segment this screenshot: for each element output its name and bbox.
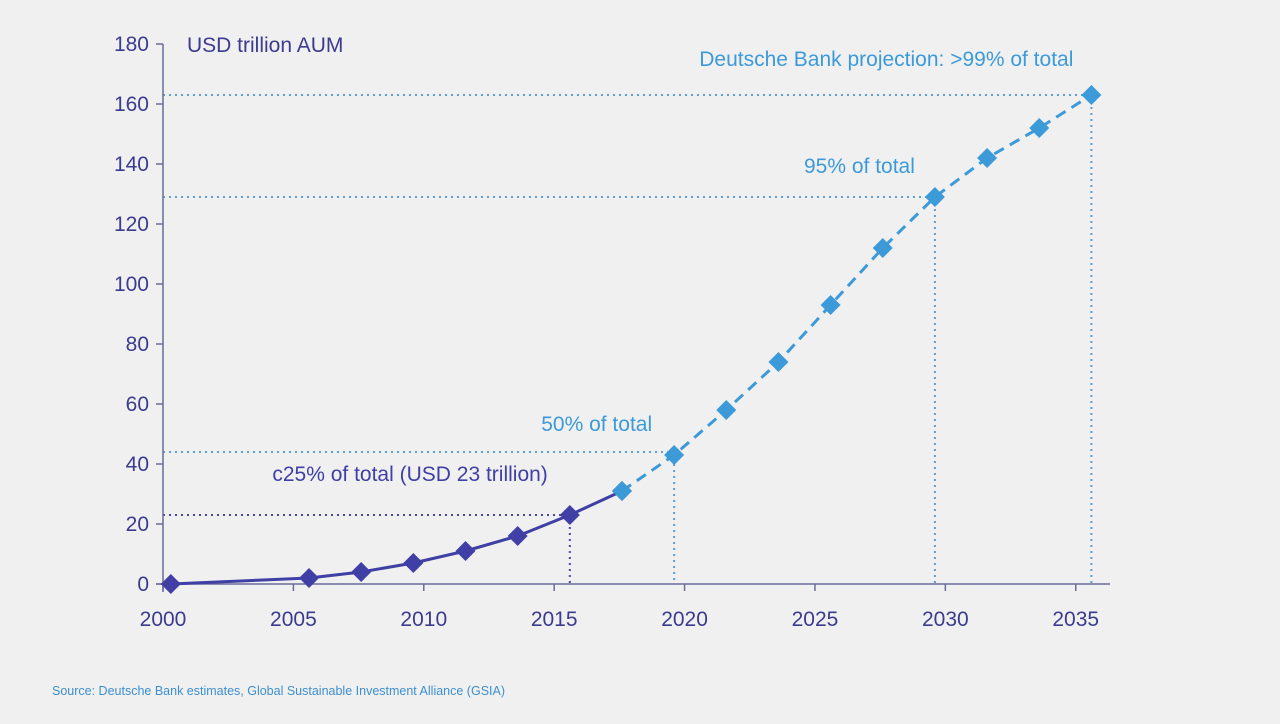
- data-point-marker: [559, 505, 580, 525]
- data-point-marker: [1029, 118, 1050, 138]
- data-point-marker: [351, 562, 372, 582]
- x-tick-label: 2025: [792, 608, 839, 631]
- data-point-marker: [160, 574, 181, 594]
- x-tick-label: 2005: [270, 608, 317, 631]
- x-tick-label: 2015: [531, 608, 578, 631]
- x-tick-label: 2010: [400, 608, 447, 631]
- reference-lines: [163, 94, 1093, 584]
- annotations: c25% of total (USD 23 trillion) 50% of to…: [272, 48, 1073, 486]
- y-tick-label: 100: [114, 273, 149, 296]
- source-note: Source: Deutsche Bank estimates, Global …: [52, 684, 506, 698]
- x-tick-label: 2000: [140, 608, 187, 631]
- y-tick-label: 120: [114, 213, 149, 236]
- y-tick-label: 80: [126, 333, 149, 356]
- y-tick-label: 40: [126, 453, 149, 476]
- y-tick-label: 140: [114, 153, 149, 176]
- data-point-marker: [1081, 85, 1102, 105]
- data-point-marker: [507, 526, 528, 546]
- annotation-label: 50% of total: [541, 413, 652, 436]
- data-point-marker: [820, 295, 841, 315]
- y-tick-label: 0: [137, 573, 149, 596]
- data-point-marker: [872, 238, 893, 258]
- annotation-label: 95% of total: [804, 155, 915, 178]
- x-tick-label: 2020: [661, 608, 708, 631]
- data-point-marker: [664, 445, 685, 465]
- series-line-solid: [170, 489, 623, 586]
- data-point-marker: [768, 352, 789, 372]
- data-point-marker: [977, 148, 998, 168]
- x-tick-label: 2035: [1052, 608, 1099, 631]
- series-group: [160, 85, 1102, 594]
- x-tick-label: 2030: [922, 608, 969, 631]
- annotation-label: c25% of total (USD 23 trillion): [272, 463, 547, 486]
- series-line-dashed: [621, 93, 1093, 493]
- y-tick-label: 160: [114, 93, 149, 116]
- data-point-marker: [924, 187, 945, 207]
- data-point-marker: [403, 553, 424, 573]
- data-point-marker: [716, 400, 737, 420]
- y-tick-label: 60: [126, 393, 149, 416]
- data-point-marker: [299, 568, 320, 588]
- y-axis-label: USD trillion AUM: [187, 34, 343, 57]
- data-point-marker: [611, 481, 632, 501]
- axes: 0 20 40 60 80 100 120 140 160 180 2000 2005 2010 2015…: [114, 33, 1110, 631]
- annotation-label: Deutsche Bank projection: >99% of total: [699, 48, 1073, 71]
- y-tick-label: 20: [126, 513, 149, 536]
- y-tick-label: 180: [114, 33, 149, 56]
- data-point-marker: [455, 541, 476, 561]
